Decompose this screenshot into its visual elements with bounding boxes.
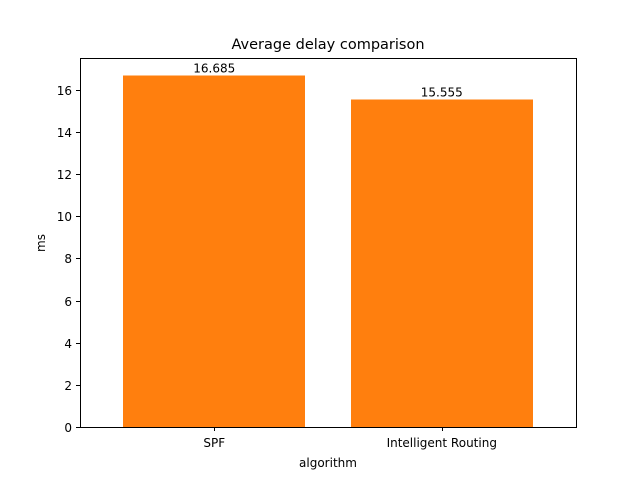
y-tick-label: 4 [64, 337, 72, 351]
y-tick-label: 6 [64, 295, 72, 309]
x-tick-label: Intelligent Routing [387, 436, 497, 450]
y-tick-label: 2 [64, 379, 72, 393]
x-axis: SPF Intelligent Routing [203, 427, 497, 450]
bar-spf [123, 75, 306, 428]
data-labels-layer: 16.685 15.555 [193, 62, 463, 100]
y-tick-label: 10 [57, 210, 72, 224]
x-tick-label: SPF [203, 436, 225, 450]
data-label: 16.685 [193, 62, 235, 76]
data-label: 15.555 [421, 85, 463, 99]
y-tick-label: 0 [64, 421, 72, 435]
y-tick-label: 14 [57, 126, 72, 140]
y-axis: 0 2 4 6 8 10 12 14 16 [57, 84, 80, 435]
y-tick-label: 8 [64, 252, 72, 266]
bar-intelligent-routing [350, 99, 533, 427]
chart-title: Average delay comparison [231, 37, 424, 53]
x-axis-label: algorithm [299, 456, 357, 470]
y-axis-label: ms [34, 234, 48, 252]
y-tick-label: 12 [57, 168, 72, 182]
bars-layer [123, 75, 533, 428]
y-tick-label: 16 [57, 84, 72, 98]
plot-frame [80, 58, 577, 428]
